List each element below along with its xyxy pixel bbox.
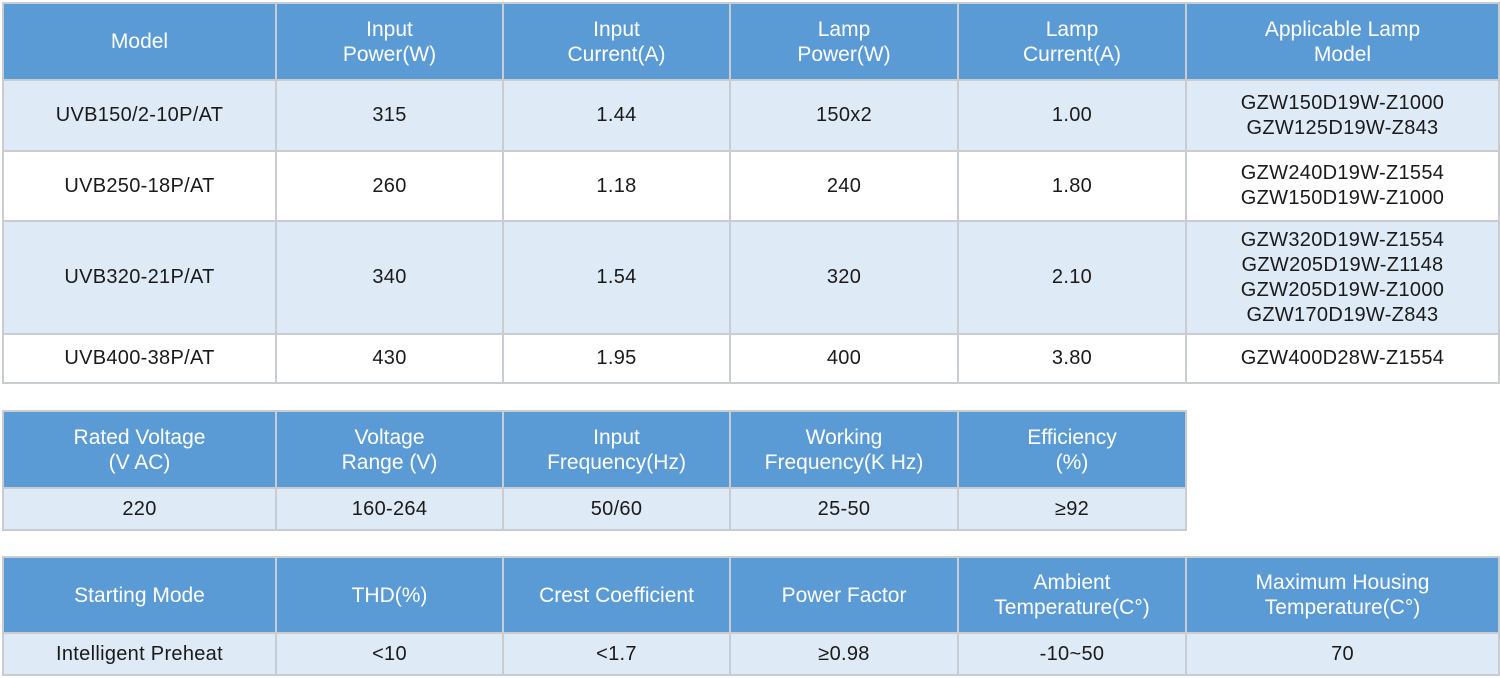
table-row: UVB400-38P/AT 430 1.95 400 3.80 GZW400D2… (2, 333, 1500, 384)
lamp-model-line: GZW150D19W-Z1000 (1240, 91, 1445, 114)
cell-input-power: 260 (275, 150, 504, 222)
cell-max-housing-temperature: 70 (1185, 632, 1500, 676)
cell-input-current: 1.44 (502, 79, 731, 152)
cell-input-frequency: 50/60 (502, 487, 731, 531)
header-thd: THD(%) (275, 556, 504, 634)
cell-model: UVB400-38P/AT (2, 333, 277, 384)
cell-efficiency: ≥92 (957, 487, 1187, 531)
table-row: UVB320-21P/AT 340 1.54 320 2.10 GZW320D1… (2, 220, 1500, 335)
lamp-model-line: GZW400D28W-Z1554 (1240, 347, 1445, 369)
header-input-current: Input Current(A) (502, 2, 731, 81)
cell-model: UVB250-18P/AT (2, 150, 277, 222)
cell-lamp-power: 400 (729, 333, 959, 384)
lamp-model-line: GZW125D19W-Z843 (1246, 116, 1439, 139)
cell-lamp-current: 1.00 (957, 79, 1187, 152)
cell-lamp-power: 150x2 (729, 79, 959, 152)
cell-model: UVB320-21P/AT (2, 220, 277, 335)
table-row: UVB150/2-10P/AT 315 1.44 150x2 1.00 GZW1… (2, 79, 1500, 152)
header-working-frequency: Working Frequency(K Hz) (729, 410, 959, 489)
header-efficiency: Efficiency (%) (957, 410, 1187, 489)
lamp-model-line: GZW205D19W-Z1000 (1240, 278, 1445, 301)
header-max-housing-temperature: Maximum Housing Temperature(C°) (1185, 556, 1500, 634)
lamp-model-line: GZW205D19W-Z1148 (1241, 253, 1444, 276)
lamp-model-line: GZW150D19W-Z1000 (1240, 187, 1445, 209)
models-spec-table: Model Input Power(W) Input Current(A) La… (2, 2, 1500, 384)
cell-rated-voltage: 220 (2, 487, 277, 531)
cell-model: UVB150/2-10P/AT (2, 79, 277, 152)
lamp-model-line: GZW320D19W-Z1554 (1240, 228, 1445, 251)
cell-input-power: 315 (275, 79, 504, 152)
header-crest-coefficient: Crest Coefficient (502, 556, 731, 634)
cell-thd: <10 (275, 632, 504, 676)
cell-voltage-range: 160-264 (275, 487, 504, 531)
table-row: Intelligent Preheat <10 <1.7 ≥0.98 -10~5… (2, 632, 1500, 676)
cell-lamp-current: 2.10 (957, 220, 1187, 335)
models-header-row: Model Input Power(W) Input Current(A) La… (2, 2, 1500, 81)
header-lamp-current: Lamp Current(A) (957, 2, 1187, 81)
header-input-frequency: Input Frequency(Hz) (502, 410, 731, 489)
cell-input-current: 1.54 (502, 220, 731, 335)
header-lamp-power: Lamp Power(W) (729, 2, 959, 81)
cell-power-factor: ≥0.98 (729, 632, 959, 676)
electrical-header-row: Rated Voltage (V AC) Voltage Range (V) I… (2, 410, 1187, 489)
header-ambient-temperature: Ambient Temperature(C°) (957, 556, 1187, 634)
cell-lamp-models: GZW320D19W-Z1554 GZW205D19W-Z1148 GZW205… (1185, 220, 1500, 335)
table-row: UVB250-18P/AT 260 1.18 240 1.80 GZW240D1… (2, 150, 1500, 222)
operating-spec-table: Starting Mode THD(%) Crest Coefficient P… (2, 556, 1500, 676)
lamp-model-line: GZW240D19W-Z1554 (1240, 162, 1445, 184)
header-model: Model (2, 2, 277, 81)
cell-crest-coefficient: <1.7 (502, 632, 731, 676)
cell-lamp-power: 320 (729, 220, 959, 335)
header-applicable-lamp-model: Applicable Lamp Model (1185, 2, 1500, 81)
header-input-power: Input Power(W) (275, 2, 504, 81)
header-voltage-range: Voltage Range (V) (275, 410, 504, 489)
header-rated-voltage: Rated Voltage (V AC) (2, 410, 277, 489)
cell-lamp-models: GZW400D28W-Z1554 (1185, 333, 1500, 384)
cell-input-power: 340 (275, 220, 504, 335)
cell-input-power: 430 (275, 333, 504, 384)
operating-header-row: Starting Mode THD(%) Crest Coefficient P… (2, 556, 1500, 634)
table-row: 220 160-264 50/60 25-50 ≥92 (2, 487, 1187, 531)
header-starting-mode: Starting Mode (2, 556, 277, 634)
electrical-spec-table: Rated Voltage (V AC) Voltage Range (V) I… (2, 410, 1187, 531)
lamp-model-line: GZW170D19W-Z843 (1246, 303, 1439, 326)
cell-lamp-current: 3.80 (957, 333, 1187, 384)
cell-lamp-models: GZW150D19W-Z1000 GZW125D19W-Z843 (1185, 79, 1500, 152)
cell-lamp-models: GZW240D19W-Z1554 GZW150D19W-Z1000 (1185, 150, 1500, 222)
cell-input-current: 1.18 (502, 150, 731, 222)
cell-ambient-temperature: -10~50 (957, 632, 1187, 676)
cell-lamp-current: 1.80 (957, 150, 1187, 222)
cell-lamp-power: 240 (729, 150, 959, 222)
cell-input-current: 1.95 (502, 333, 731, 384)
header-power-factor: Power Factor (729, 556, 959, 634)
cell-starting-mode: Intelligent Preheat (2, 632, 277, 676)
cell-working-frequency: 25-50 (729, 487, 959, 531)
